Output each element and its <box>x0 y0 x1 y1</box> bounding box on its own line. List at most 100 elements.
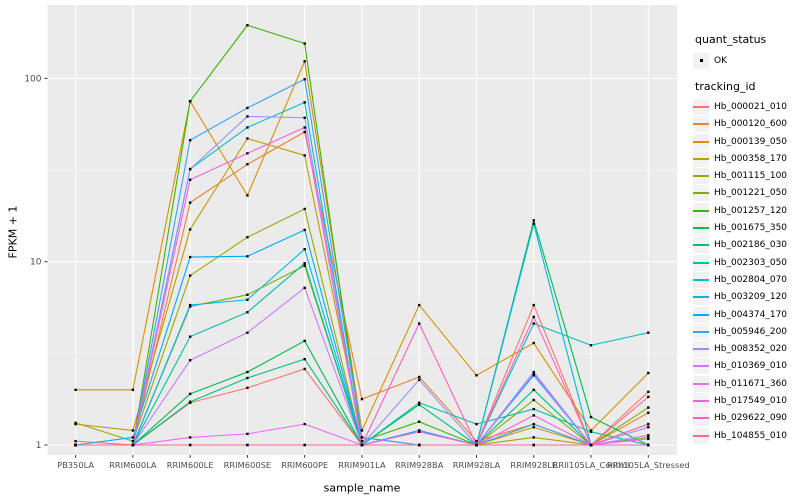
data-point <box>647 395 650 399</box>
legend-key <box>693 358 709 375</box>
data-point <box>188 436 192 439</box>
legend-item: Hb_000021_010 <box>693 98 800 115</box>
legend-key <box>693 98 709 115</box>
legend-key <box>693 168 709 185</box>
data-point <box>131 429 135 432</box>
data-point <box>74 422 77 426</box>
data-point <box>418 430 421 434</box>
data-point <box>131 439 135 443</box>
legend-item-label: OK <box>714 55 727 66</box>
data-point <box>418 401 421 404</box>
legend-item-label: Hb_001257_120 <box>714 205 788 216</box>
legend-line-icon <box>693 417 709 420</box>
data-point <box>246 236 249 239</box>
legend-item: Hb_008352_020 <box>693 340 800 358</box>
legend-line-icon <box>693 123 709 126</box>
data-point <box>246 24 249 27</box>
legend-item-label: Hb_001675_350 <box>714 223 788 234</box>
x-axis-tick-label: RRIM600SE <box>224 460 271 470</box>
legend-item-label: Hb_003209_120 <box>714 292 788 303</box>
legend-item-label: Hb_001115_100 <box>714 171 788 182</box>
legend-line-icon <box>693 140 709 143</box>
legend-item-label: Hb_005946_200 <box>714 326 788 337</box>
data-point <box>532 374 535 377</box>
data-point <box>188 303 192 307</box>
legend-key <box>693 202 709 219</box>
data-point <box>303 367 306 371</box>
data-point <box>246 376 249 380</box>
data-point <box>647 371 650 375</box>
legend-key <box>693 116 709 133</box>
legend-key <box>693 133 709 150</box>
data-point <box>418 429 421 432</box>
legend-item-label: Hb_001221_050 <box>714 188 788 199</box>
data-point <box>246 106 249 110</box>
legend-line-icon <box>693 175 709 178</box>
legend-item-label: Hb_010369_010 <box>714 361 788 372</box>
data-point <box>532 315 535 319</box>
legend-item: Hb_001221_050 <box>693 185 800 202</box>
x-axis-tick-label: RRIM928LA <box>453 460 501 470</box>
legend-item: Hb_011671_360 <box>693 375 800 392</box>
data-point <box>647 390 650 394</box>
legend-item: Hb_001257_120 <box>693 202 800 219</box>
data-point <box>589 429 593 432</box>
data-point <box>188 100 192 103</box>
data-point <box>475 439 478 443</box>
x-axis-title: sample_name <box>323 481 401 495</box>
legend-key <box>693 410 709 427</box>
data-point <box>246 370 249 374</box>
legend-key <box>693 306 709 323</box>
data-point <box>532 398 535 402</box>
data-point <box>303 78 306 81</box>
data-point <box>246 311 249 314</box>
legend-key <box>693 375 709 392</box>
legend-item-label: Hb_004374_170 <box>714 309 788 320</box>
legend-item-label: Hb_002186_030 <box>714 240 788 251</box>
data-point <box>303 101 306 104</box>
legend-item-label: Hb_000358_170 <box>714 153 788 164</box>
legend-item: Hb_029622_090 <box>693 410 800 427</box>
legend-item: Hb_000139_050 <box>693 133 800 150</box>
legend-key <box>693 427 709 444</box>
legend-item-label: Hb_011671_360 <box>714 378 788 389</box>
data-point <box>303 443 306 447</box>
x-axis-tick-label: RRIM600PE <box>281 460 328 470</box>
y-axis-title: FPKM + 1 <box>6 205 20 259</box>
legend-line-icon <box>693 209 709 212</box>
legend-line-icon <box>693 261 709 264</box>
legend-key <box>693 150 709 167</box>
x-axis-tick-label: RRIM600LA <box>109 460 157 470</box>
data-point <box>303 339 306 343</box>
x-axis-tick-label: RRIM600LE <box>167 460 214 470</box>
x-axis-tick-label: PB350LA <box>57 460 94 470</box>
legend-key <box>693 392 709 409</box>
legend-item: Hb_017549_010 <box>693 392 800 409</box>
data-point <box>647 436 650 439</box>
data-point <box>303 154 306 157</box>
data-point <box>303 286 306 290</box>
data-point <box>303 207 306 211</box>
data-point <box>418 443 421 447</box>
legend-line-icon <box>693 434 709 437</box>
data-point <box>360 436 364 439</box>
data-point <box>188 443 192 447</box>
data-point <box>303 422 306 426</box>
legend-line-icon <box>693 105 709 108</box>
data-point <box>360 439 364 443</box>
legend-item-label: Hb_000021_010 <box>714 101 788 112</box>
data-point <box>246 386 249 390</box>
data-point <box>188 359 192 362</box>
data-point <box>246 194 249 197</box>
data-point <box>188 139 192 142</box>
data-point <box>303 357 306 361</box>
data-point <box>360 429 364 432</box>
legend-title-quant-status: quant_status <box>695 33 767 46</box>
data-point <box>532 222 535 225</box>
data-point <box>131 436 135 439</box>
legend-line-icon <box>693 192 709 195</box>
data-point <box>246 298 249 301</box>
data-point <box>360 397 364 401</box>
data-point <box>532 341 535 345</box>
data-point <box>589 443 593 447</box>
